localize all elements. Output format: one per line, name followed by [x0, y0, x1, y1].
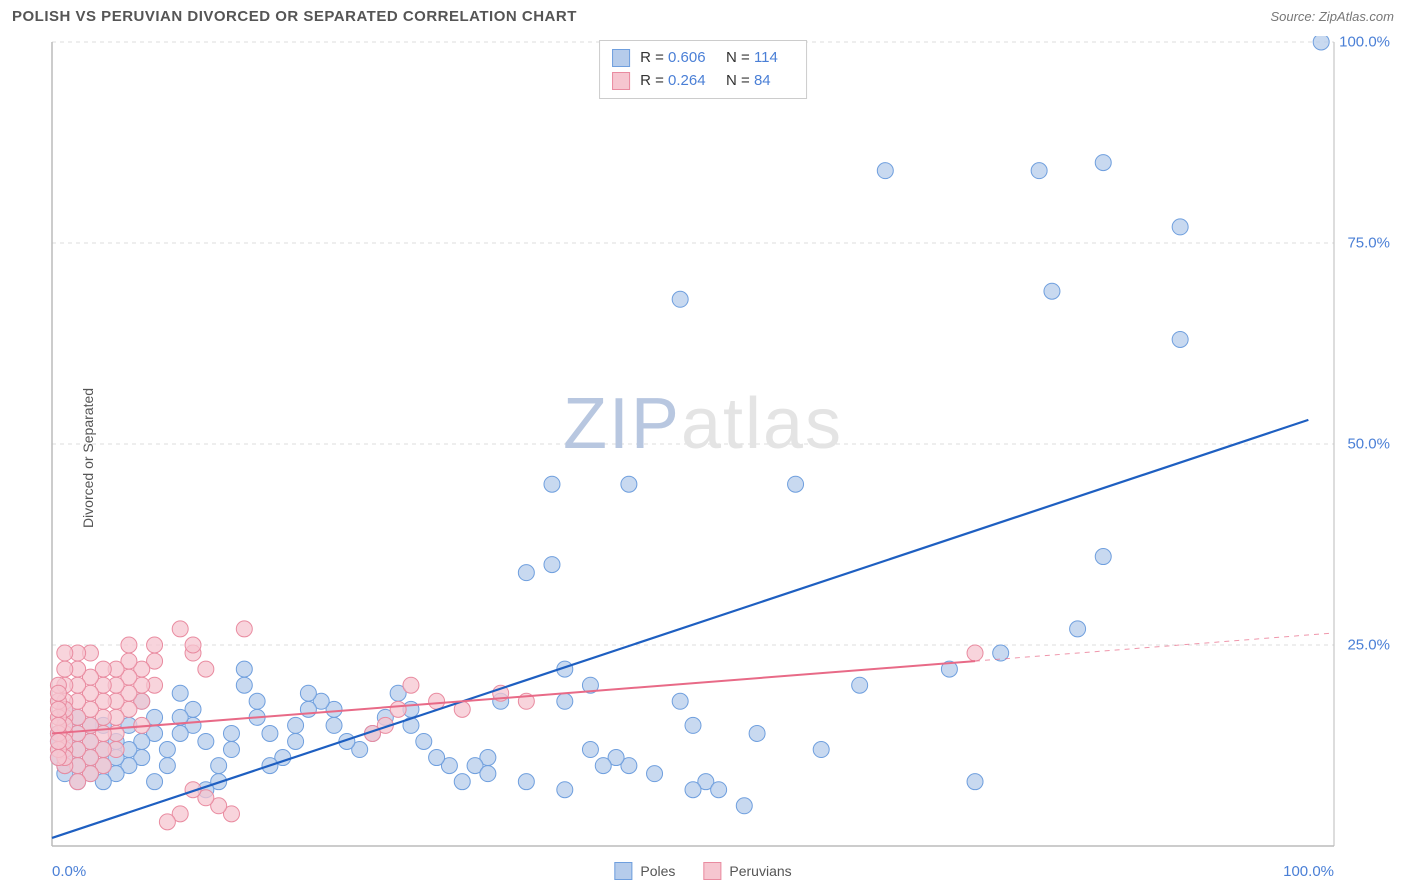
source-credit: Source: ZipAtlas.com	[1270, 9, 1394, 24]
y-tick-label: 50.0%	[1347, 436, 1390, 453]
x-axis-min-label: 0.0%	[52, 863, 86, 880]
legend-swatch	[612, 72, 630, 90]
y-axis-label: Divorced or Separated	[80, 388, 96, 528]
header: POLISH VS PERUVIAN DIVORCED OR SEPARATED…	[0, 0, 1406, 31]
legend-correlation: R = 0.606N = 114R = 0.264N = 84	[599, 40, 807, 99]
legend-series: Poles Peruvians	[614, 862, 791, 880]
y-tick-label: 25.0%	[1347, 637, 1390, 654]
legend-series-item: Peruvians	[703, 862, 791, 880]
legend-swatch	[614, 862, 632, 880]
legend-correlation-row: R = 0.264N = 84	[612, 70, 794, 93]
legend-series-label: Poles	[640, 863, 675, 879]
chart-container: Divorced or Separated ZIPatlas R = 0.606…	[12, 36, 1394, 880]
y-tick-label: 100.0%	[1339, 34, 1390, 51]
legend-swatch	[612, 49, 630, 67]
legend-series-item: Poles	[614, 862, 675, 880]
chart-title: POLISH VS PERUVIAN DIVORCED OR SEPARATED…	[12, 8, 577, 25]
legend-series-label: Peruvians	[729, 863, 791, 879]
scatter-plot	[12, 36, 1394, 880]
legend-correlation-row: R = 0.606N = 114	[612, 47, 794, 70]
y-tick-label: 75.0%	[1347, 235, 1390, 252]
legend-swatch	[703, 862, 721, 880]
x-axis-max-label: 100.0%	[1283, 863, 1334, 880]
